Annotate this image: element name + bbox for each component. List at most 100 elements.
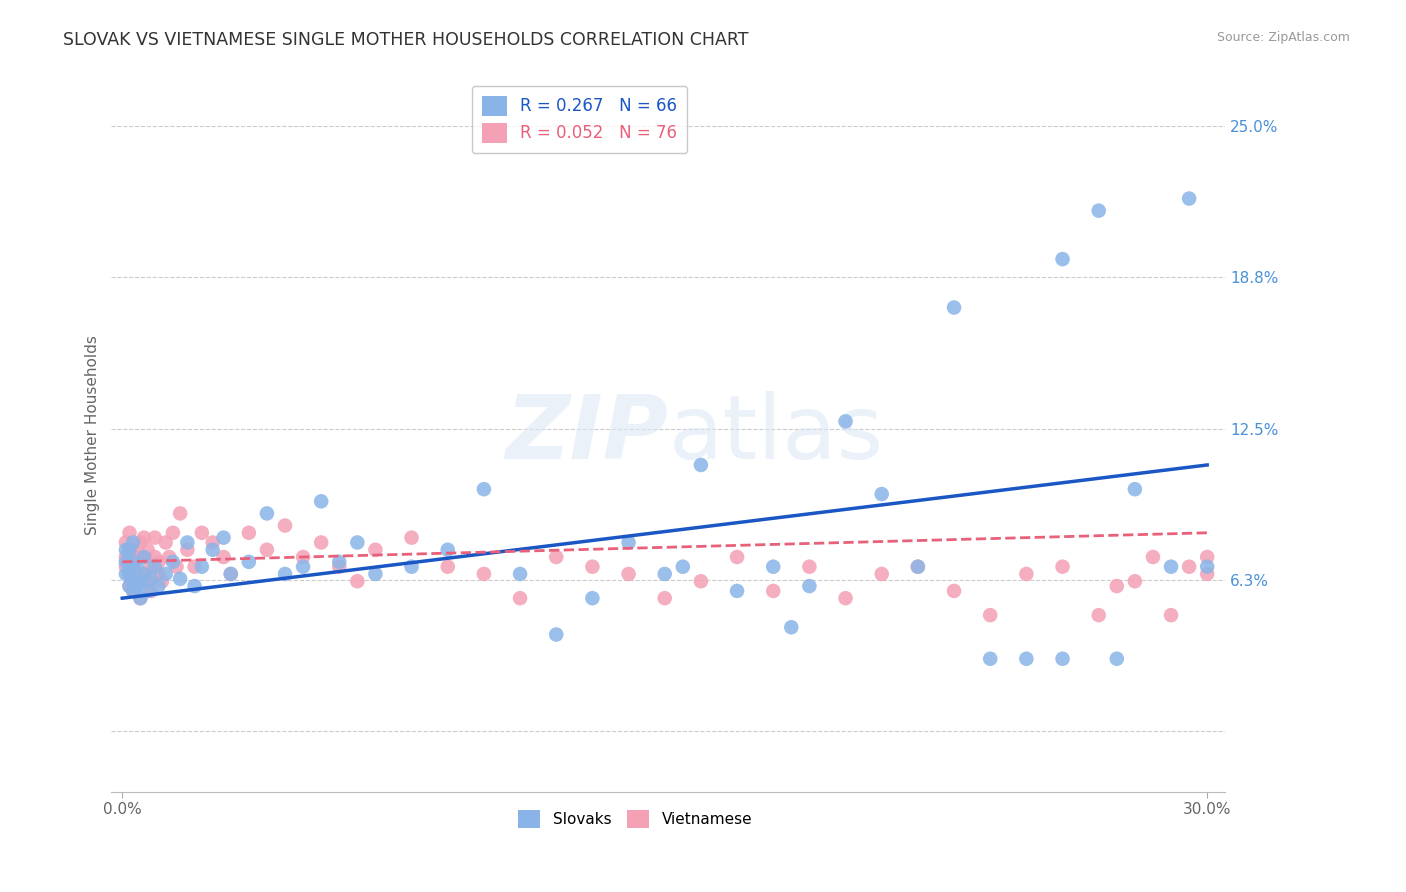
Point [129,535,152,549]
Text: ZIP: ZIP [506,392,668,478]
Point [1123,574,1146,589]
Point [907,559,929,574]
Point [115,566,138,581]
Point [143,531,166,545]
Point [219,566,242,581]
Point [118,566,141,581]
Point [136,583,159,598]
Point [129,591,152,606]
Point [690,458,713,472]
Point [122,583,145,598]
Point [654,591,676,606]
Point [201,542,224,557]
Point [907,559,929,574]
Point [125,579,148,593]
Point [870,487,893,501]
Point [169,572,191,586]
Point [309,494,332,508]
Point [141,559,163,574]
Point [943,301,966,315]
Point [799,579,821,593]
Point [834,591,856,606]
Point [129,574,152,589]
Point [212,549,235,564]
Y-axis label: Single Mother Households: Single Mother Households [86,334,100,534]
Point [125,579,148,593]
Point [143,549,166,564]
Point [1015,566,1038,581]
Point [1105,579,1128,593]
Point [122,583,145,598]
Point [129,591,152,606]
Text: SLOVAK VS VIETNAMESE SINGLE MOTHER HOUSEHOLDS CORRELATION CHART: SLOVAK VS VIETNAMESE SINGLE MOTHER HOUSE… [63,31,749,49]
Point [115,549,138,564]
Point [148,566,170,581]
Point [1197,549,1219,564]
Point [115,535,138,549]
Point [617,535,640,549]
Point [292,559,315,574]
Point [509,591,531,606]
Point [834,414,856,428]
Point [436,559,458,574]
Point [472,482,495,496]
Point [979,652,1001,666]
Point [509,566,531,581]
Point [122,574,145,589]
Point [136,574,159,589]
Point [546,627,568,641]
Point [115,542,138,557]
Point [1052,559,1074,574]
Point [581,591,603,606]
Point [1178,192,1201,206]
Point [132,549,155,564]
Point [219,566,242,581]
Point [274,518,297,533]
Point [125,566,148,581]
Point [654,566,676,581]
Point [364,566,387,581]
Point [122,535,145,549]
Point [141,572,163,586]
Point [122,555,145,569]
Point [183,559,205,574]
Point [1015,652,1038,666]
Point [1052,652,1074,666]
Point [150,574,173,589]
Point [617,566,640,581]
Point [132,531,155,545]
Point [292,549,315,564]
Point [166,559,188,574]
Point [132,566,155,581]
Point [1105,652,1128,666]
Point [125,549,148,564]
Point [118,566,141,581]
Point [155,566,177,581]
Point [546,549,568,564]
Point [672,559,695,574]
Point [122,542,145,557]
Point [118,579,141,593]
Point [1142,549,1164,564]
Point [256,542,278,557]
Point [436,542,458,557]
Point [143,559,166,574]
Point [176,535,198,549]
Point [122,572,145,586]
Point [129,574,152,589]
Point [157,549,180,564]
Point [364,542,387,557]
Text: Source: ZipAtlas.com: Source: ZipAtlas.com [1216,31,1350,45]
Point [132,549,155,564]
Point [256,507,278,521]
Point [176,542,198,557]
Point [136,542,159,557]
Point [118,542,141,557]
Point [346,535,368,549]
Point [943,583,966,598]
Legend: Slovaks, Vietnamese: Slovaks, Vietnamese [512,804,758,834]
Point [118,559,141,574]
Point [346,574,368,589]
Point [762,583,785,598]
Point [328,559,350,574]
